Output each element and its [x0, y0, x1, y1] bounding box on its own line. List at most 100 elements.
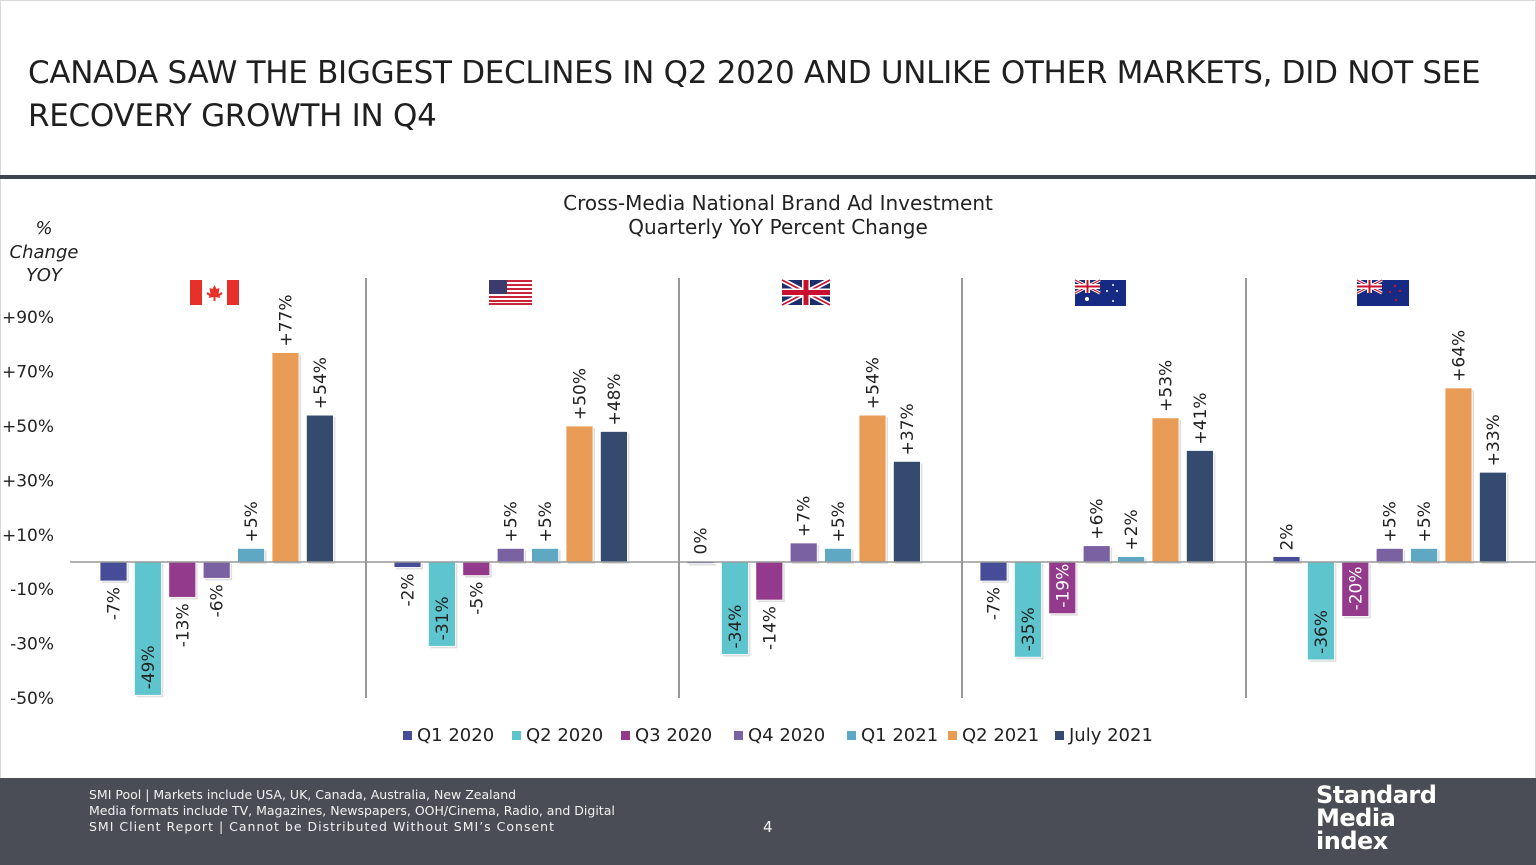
y-axis-label-line2: Change	[10, 242, 79, 263]
legend-label: Q2 2021	[962, 725, 1040, 746]
bar-canada-q3-2020	[168, 561, 197, 598]
data-label: -31%	[433, 596, 453, 640]
data-label: -34%	[726, 605, 746, 649]
new-zealand-flag	[1356, 278, 1409, 306]
data-label: -2%	[399, 573, 419, 606]
data-label: -7%	[105, 587, 125, 620]
bar-canada-q2-2020	[133, 561, 162, 696]
chart-legend: Q1 2020 Q2 2020 Q3 2020 Q4 2020 Q1 2021 Q2 20…	[0, 725, 1536, 747]
data-label: -14%	[760, 606, 780, 650]
bar-usa-q3-2020	[462, 561, 491, 577]
footer-media-note: Media formats include TV, Magazines, New…	[89, 803, 615, 818]
data-label: -6%	[208, 584, 228, 617]
data-label: 2%	[1278, 524, 1298, 551]
data-label: +7%	[795, 496, 815, 537]
bar-uk-q2-2021	[858, 414, 887, 563]
bar-new-zealand-q3-2020	[1341, 561, 1370, 617]
y-tick-label: +90%	[2, 308, 54, 328]
data-label: +64%	[1450, 330, 1470, 382]
bar-usa-q2-2021	[565, 425, 594, 563]
bar-canada-q1-2021	[237, 548, 266, 563]
data-label: +5%	[242, 501, 262, 542]
footer-confidentiality: SMI Client Report | Cannot be Distribute…	[89, 819, 555, 834]
data-label: +50%	[571, 368, 591, 420]
data-label: +2%	[1122, 509, 1142, 550]
bar-usa-q1-2020	[393, 561, 422, 568]
legend-item: Q2 2020	[512, 725, 603, 746]
data-label: +77%	[277, 295, 297, 347]
data-label: -19%	[1053, 564, 1073, 608]
legend-item: Q3 2020	[621, 725, 712, 746]
bar-canada-july-2021	[305, 414, 334, 563]
y-axis-label-line1: %	[35, 218, 52, 239]
chart-subtitle: Quarterly YoY Percent Change	[628, 215, 928, 239]
bar-new-zealand-q1-2021	[1410, 548, 1438, 563]
bar-usa-july-2021	[600, 431, 628, 563]
legend-swatch	[512, 731, 521, 740]
data-label: +6%	[1088, 498, 1108, 539]
bar-shadow	[689, 564, 716, 566]
data-label: +5%	[829, 501, 849, 542]
bar-canada-q2-2021	[271, 352, 300, 563]
bar-new-zealand-q1-2020	[1272, 556, 1301, 563]
y-tick-label: -30%	[10, 635, 54, 655]
legend-label: Q2 2020	[526, 725, 604, 746]
data-label: 0%	[692, 528, 712, 555]
legend-swatch	[403, 731, 412, 740]
bar-australia-q1-2020	[979, 561, 1008, 582]
data-label: -13%	[173, 603, 193, 647]
header-divider	[0, 175, 1536, 179]
bar-australia-q1-2021	[1117, 556, 1145, 563]
legend-label: Q1 2021	[861, 725, 939, 746]
legend-label: Q1 2020	[417, 725, 495, 746]
bar-new-zealand-q2-2020	[1307, 561, 1335, 661]
bar-australia-q3-2020	[1048, 561, 1077, 615]
data-label: +37%	[898, 403, 918, 455]
bar-usa-q4-2020	[496, 548, 525, 563]
data-label: +5%	[1415, 501, 1435, 542]
data-label: +54%	[864, 357, 884, 409]
usa-flag	[489, 280, 532, 305]
bar-uk-q3-2020	[755, 561, 784, 601]
legend-label: July 2021	[1069, 725, 1153, 746]
chart-title: Cross-Media National Brand Ad Investment	[563, 191, 993, 215]
bar-usa-q2-2020	[427, 561, 456, 647]
legend-swatch	[734, 731, 743, 740]
data-label: -5%	[467, 582, 487, 615]
data-label: +5%	[1381, 501, 1401, 542]
data-label: +41%	[1191, 392, 1211, 444]
bar-uk-q1-2021	[824, 548, 852, 563]
y-tick-label: +30%	[2, 471, 54, 491]
bar-canada-q4-2020	[202, 561, 231, 579]
data-label: +5%	[502, 501, 522, 542]
y-tick-label: +70%	[2, 363, 54, 383]
data-label: -35%	[1019, 607, 1039, 651]
data-label: -20%	[1346, 566, 1366, 610]
canada-flag	[190, 280, 239, 305]
y-axis-label-line3: YOY	[26, 265, 64, 286]
legend-swatch	[847, 731, 856, 740]
data-label: +5%	[536, 501, 556, 542]
bar-new-zealand-q2-2021	[1444, 387, 1473, 563]
data-label: -7%	[985, 587, 1005, 620]
y-tick-label: -10%	[10, 580, 54, 600]
legend-item: Q1 2021	[847, 725, 938, 746]
uk-flag	[780, 277, 832, 308]
legend-swatch	[621, 731, 630, 740]
australia-flag	[1074, 278, 1126, 306]
slide-title: CANADA SAW THE BIGGEST DECLINES IN Q2 20…	[28, 55, 1481, 134]
logo-line-standard: Standard	[1316, 781, 1437, 809]
legend-item: Q2 2021	[948, 725, 1039, 746]
footer: SMI Pool | Markets include USA, UK, Cana…	[0, 778, 1536, 865]
bar-new-zealand-q4-2020	[1375, 548, 1404, 563]
bar-australia-q2-2021	[1151, 417, 1180, 563]
legend-label: Q4 2020	[748, 725, 826, 746]
data-label: -49%	[139, 645, 159, 689]
bar-uk-july-2021	[893, 460, 921, 563]
legend-item: Q1 2020	[403, 725, 494, 746]
data-label: +48%	[605, 373, 625, 425]
y-tick-label: +50%	[2, 417, 54, 437]
y-tick-label: +10%	[2, 526, 54, 546]
smi-logo: Standard Media index	[1316, 781, 1437, 853]
bar-chart: Cross-Media National Brand Ad Investment…	[2, 191, 1536, 709]
